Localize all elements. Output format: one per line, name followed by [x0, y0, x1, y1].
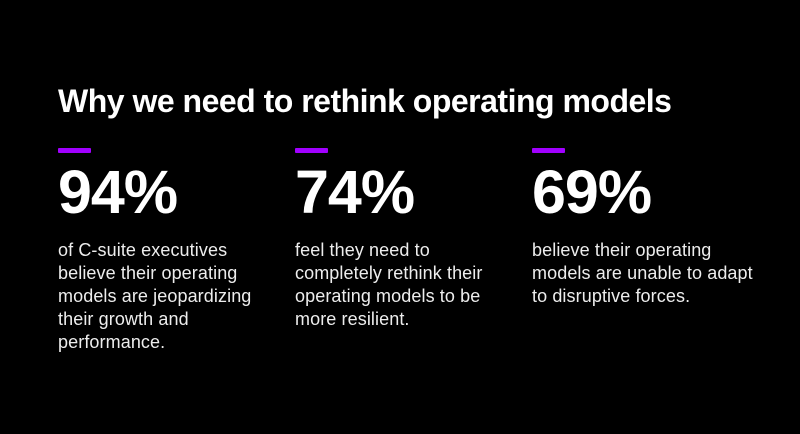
stat-value: 74%	[295, 158, 415, 226]
stat-column-2: 74% feel they need to completely rethink…	[295, 148, 507, 331]
slide-title: Why we need to rethink operating models	[58, 83, 672, 120]
stat-value: 94%	[58, 158, 178, 226]
accent-bar	[295, 148, 328, 153]
stat-value: 69%	[532, 158, 652, 226]
stat-column-3: 69% believe their operating models are u…	[532, 148, 770, 308]
stat-column-1: 94% of C-suite executives believe their …	[58, 148, 263, 354]
accent-bar	[532, 148, 565, 153]
accent-bar	[58, 148, 91, 153]
stat-description: feel they need to completely rethink the…	[295, 240, 483, 329]
stat-columns: 94% of C-suite executives believe their …	[58, 148, 770, 354]
stat-description: believe their operating models are unabl…	[532, 240, 753, 306]
stat-description: of C-suite executives believe their oper…	[58, 240, 252, 352]
